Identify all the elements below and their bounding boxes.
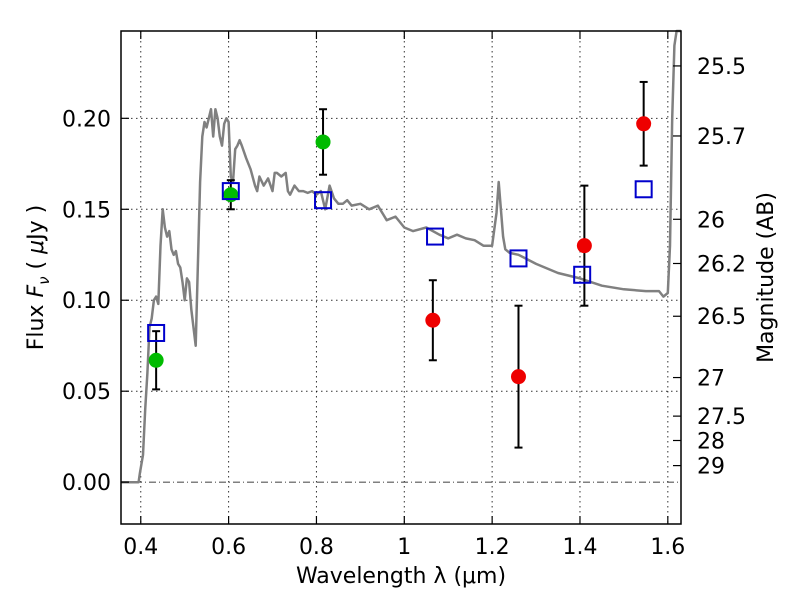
data-point (576, 238, 592, 254)
y2-tick-label: 27.5 (697, 405, 746, 430)
x-tick-label: 1.2 (475, 535, 510, 560)
y-tick-label: 0.05 (62, 380, 111, 405)
y2-tick-label: 25.7 (697, 125, 746, 150)
y2-tick-label: 28 (697, 429, 725, 454)
data-point (636, 116, 652, 132)
y2-tick-label: 26 (697, 208, 725, 233)
model-band-marker (221, 182, 240, 201)
model-band-markers (147, 180, 653, 342)
data-point (425, 312, 441, 328)
y-tick-label: 0.10 (62, 289, 111, 314)
y2-axis-label: Magnitude (AB) (754, 192, 779, 363)
data-point (510, 369, 526, 385)
model-band-marker (426, 227, 445, 246)
model-sed-line (121, 29, 681, 484)
y-axis-label-f: F (24, 284, 49, 297)
y-axis-label-mu: μ (24, 240, 49, 255)
y-axis-label-open: ( (24, 254, 49, 277)
axis-ticks: 0.4 0.6 0.8 1 1.2 1.4 1.6 0.00 0.05 0.10 0.15 0.20 2… (62, 31, 746, 560)
model-band-marker (634, 180, 653, 199)
data-point (148, 352, 164, 368)
model-band-marker (509, 249, 528, 268)
y-tick-label: 0.00 (62, 471, 111, 496)
plot-frame (120, 30, 682, 525)
x-tick-label: 0.8 (299, 535, 334, 560)
data-point (315, 134, 331, 150)
x-tick-label: 1.6 (650, 535, 685, 560)
model-band-marker (147, 323, 166, 342)
y-tick-label: 0.15 (62, 198, 111, 223)
y2-tick-label: 25.5 (697, 55, 746, 80)
model-band-marker (573, 265, 592, 284)
x-tick-label: 1 (397, 535, 411, 560)
grid-lines (121, 31, 681, 524)
y2-tick-label: 26.5 (697, 305, 746, 330)
x-tick-label: 1.4 (562, 535, 597, 560)
model-band-marker (314, 191, 333, 210)
x-tick-label: 0.6 (211, 535, 246, 560)
error-bars (152, 80, 648, 449)
y2-tick-label: 29 (697, 455, 725, 480)
y-axis-label-unit: Jy ) (24, 205, 49, 242)
y2-tick-label: 27 (697, 367, 725, 392)
data-points (148, 116, 652, 385)
y-axis-label: Flux Fν ( μJy ) (24, 205, 53, 350)
y2-tick-label: 26.2 (697, 252, 746, 277)
x-tick-label: 0.4 (123, 535, 158, 560)
y-axis-label-flux: Flux (24, 297, 49, 350)
y-axis-label-nu: ν (35, 276, 53, 284)
y-tick-label: 0.20 (62, 107, 111, 132)
x-axis-label: Wavelength λ (μm) (296, 564, 506, 589)
